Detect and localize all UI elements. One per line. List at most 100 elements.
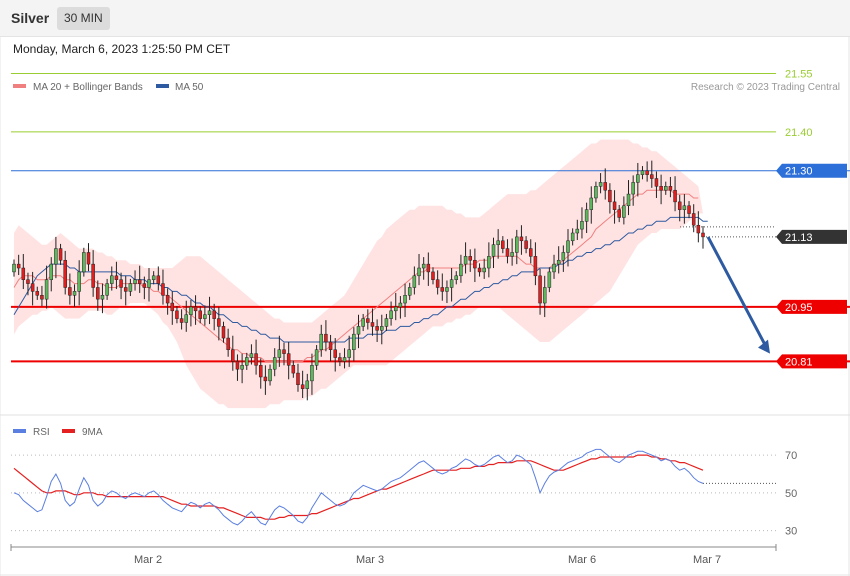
candle-body-up xyxy=(133,279,137,284)
level-tag-20.81: 20.81 xyxy=(776,354,847,369)
candle-body-up xyxy=(496,240,500,245)
candle xyxy=(575,219,580,241)
candle-body-up xyxy=(277,349,282,358)
candle xyxy=(589,186,594,224)
candle xyxy=(142,276,147,300)
candle xyxy=(114,261,119,290)
candle-body-down xyxy=(156,275,161,284)
legend-swatch-9ma xyxy=(62,429,75,433)
level-tag-bg xyxy=(776,229,847,244)
candle xyxy=(40,285,44,307)
candle xyxy=(338,352,342,367)
candle xyxy=(72,284,77,307)
candle-body-up xyxy=(598,182,603,187)
candle xyxy=(347,335,351,367)
forecast-arrow-head xyxy=(758,339,770,354)
candle-body-down xyxy=(114,275,119,280)
candle-body-up xyxy=(566,240,570,253)
candle xyxy=(403,283,407,318)
candle-body-up xyxy=(570,232,575,242)
level-tag-21.55: 21.55 xyxy=(785,68,813,80)
candle xyxy=(231,335,235,371)
candle xyxy=(626,180,631,216)
candle xyxy=(454,271,459,285)
candle xyxy=(654,171,659,198)
candle xyxy=(547,267,552,293)
candle-body-up xyxy=(407,287,412,296)
candle xyxy=(21,254,26,290)
candle-body-down xyxy=(258,365,263,378)
candle-body-up xyxy=(352,333,356,350)
candle xyxy=(310,353,314,395)
candle-body-up xyxy=(561,252,566,261)
candle-body-up xyxy=(77,271,81,292)
legend-swatch-ma20 xyxy=(13,84,26,88)
candle xyxy=(677,194,682,222)
candle xyxy=(165,288,170,315)
candle-body-up xyxy=(510,252,514,257)
candle-body-down xyxy=(608,189,612,203)
candle xyxy=(207,296,212,325)
candle xyxy=(491,237,496,269)
candle xyxy=(175,306,179,324)
candle xyxy=(668,176,673,198)
candle xyxy=(398,296,403,319)
timeframe-badge[interactable]: 30 MIN xyxy=(57,7,110,30)
candle-body-up xyxy=(547,271,552,288)
candle-body-down xyxy=(119,279,123,288)
candle-body-up xyxy=(393,306,398,312)
candle xyxy=(277,335,282,367)
ma50-line xyxy=(13,216,708,343)
candle xyxy=(123,275,128,306)
price-level-tags: 21.55 21.40 21.30 21.13 20.95 20.81 xyxy=(776,68,847,369)
candle-body-up xyxy=(12,263,16,273)
candle-body-down xyxy=(645,170,649,175)
level-tag-21.13: 21.13 xyxy=(776,229,847,244)
candle-body-up xyxy=(151,275,156,280)
candle-body-down xyxy=(58,248,63,261)
rsi-legend: RSI 9MA xyxy=(13,427,103,438)
candle-body-up xyxy=(556,259,561,265)
candle xyxy=(258,358,263,389)
candle xyxy=(96,280,100,311)
candle xyxy=(296,363,300,392)
candle xyxy=(119,272,123,300)
moving-averages xyxy=(13,189,708,362)
copyright-text: Research © 2023 Trading Central xyxy=(691,82,840,93)
candle-body-down xyxy=(212,310,216,319)
candle xyxy=(389,301,393,326)
candle xyxy=(161,269,165,305)
candle xyxy=(622,196,626,225)
candle-body-down xyxy=(426,263,431,273)
level-tag-label: 21.55 xyxy=(785,68,813,80)
candle-body-down xyxy=(468,256,472,261)
candle-body-down xyxy=(198,310,202,319)
candle xyxy=(356,314,361,349)
candle xyxy=(105,278,109,300)
candle xyxy=(179,309,184,330)
candle xyxy=(361,313,365,332)
candle-body-down xyxy=(91,263,95,288)
candle xyxy=(594,181,598,203)
candle xyxy=(263,365,268,395)
candle xyxy=(63,250,67,295)
candle xyxy=(12,259,16,277)
candle xyxy=(542,275,547,318)
candle-body-up xyxy=(482,267,486,273)
candle-body-up xyxy=(44,279,49,300)
candle-body-up xyxy=(245,357,249,366)
candle xyxy=(49,257,53,292)
candle xyxy=(691,204,696,233)
candle-body-down xyxy=(161,283,165,296)
candle-body-up xyxy=(454,275,459,280)
candle-body-down xyxy=(300,384,305,389)
candle-body-down xyxy=(538,275,542,304)
candle xyxy=(645,161,649,182)
candle-body-up xyxy=(110,275,114,284)
rsi-tick-label: 30 xyxy=(785,526,797,538)
candle xyxy=(91,250,95,297)
candle-body-up xyxy=(207,310,212,315)
candle-body-down xyxy=(440,287,445,292)
candle-body-up xyxy=(459,263,463,277)
candle xyxy=(612,190,617,224)
